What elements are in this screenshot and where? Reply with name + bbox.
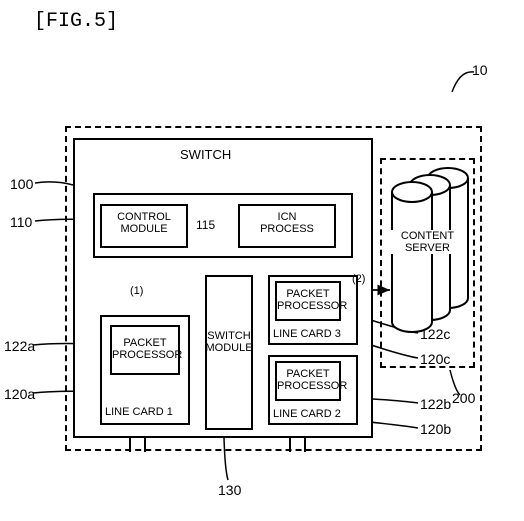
line-card-1-label: LINE CARD 1 <box>105 406 173 418</box>
packet-processor-3-label: PACKETPROCESSOR <box>277 288 339 312</box>
ref-115: 115 <box>196 218 215 232</box>
control-module-label: CONTROLMODULE <box>106 211 182 235</box>
ref-110: 110 <box>10 214 32 230</box>
packet-processor-1-label: PACKETPROCESSOR <box>112 337 178 361</box>
ref-130: 130 <box>218 482 241 498</box>
packet-processor-2-label: PACKETPROCESSOR <box>277 368 339 392</box>
ref-122a: 122a <box>4 338 35 354</box>
ref-122b: 122b <box>420 396 451 412</box>
line-card-3-label: LINE CARD 3 <box>273 328 341 340</box>
switch-module-label: SWITCHMODULE <box>205 330 253 354</box>
switch-title: SWITCH <box>180 148 231 162</box>
flow-2-label: (2) <box>352 273 365 285</box>
ref-100: 100 <box>10 176 33 192</box>
icn-process-label: ICNPROCESS <box>244 211 330 235</box>
content-server-label: CONTENTSERVER <box>390 230 465 254</box>
ref-120a: 120a <box>4 386 35 402</box>
ref-200: 200 <box>452 390 475 406</box>
ref-120c: 120c <box>420 351 450 367</box>
flow-1-label: (1) <box>130 285 143 297</box>
line-card-2-label: LINE CARD 2 <box>273 408 341 420</box>
ref-120b: 120b <box>420 421 451 437</box>
ref-10: 10 <box>472 62 488 78</box>
ref-122c: 122c <box>420 326 450 342</box>
